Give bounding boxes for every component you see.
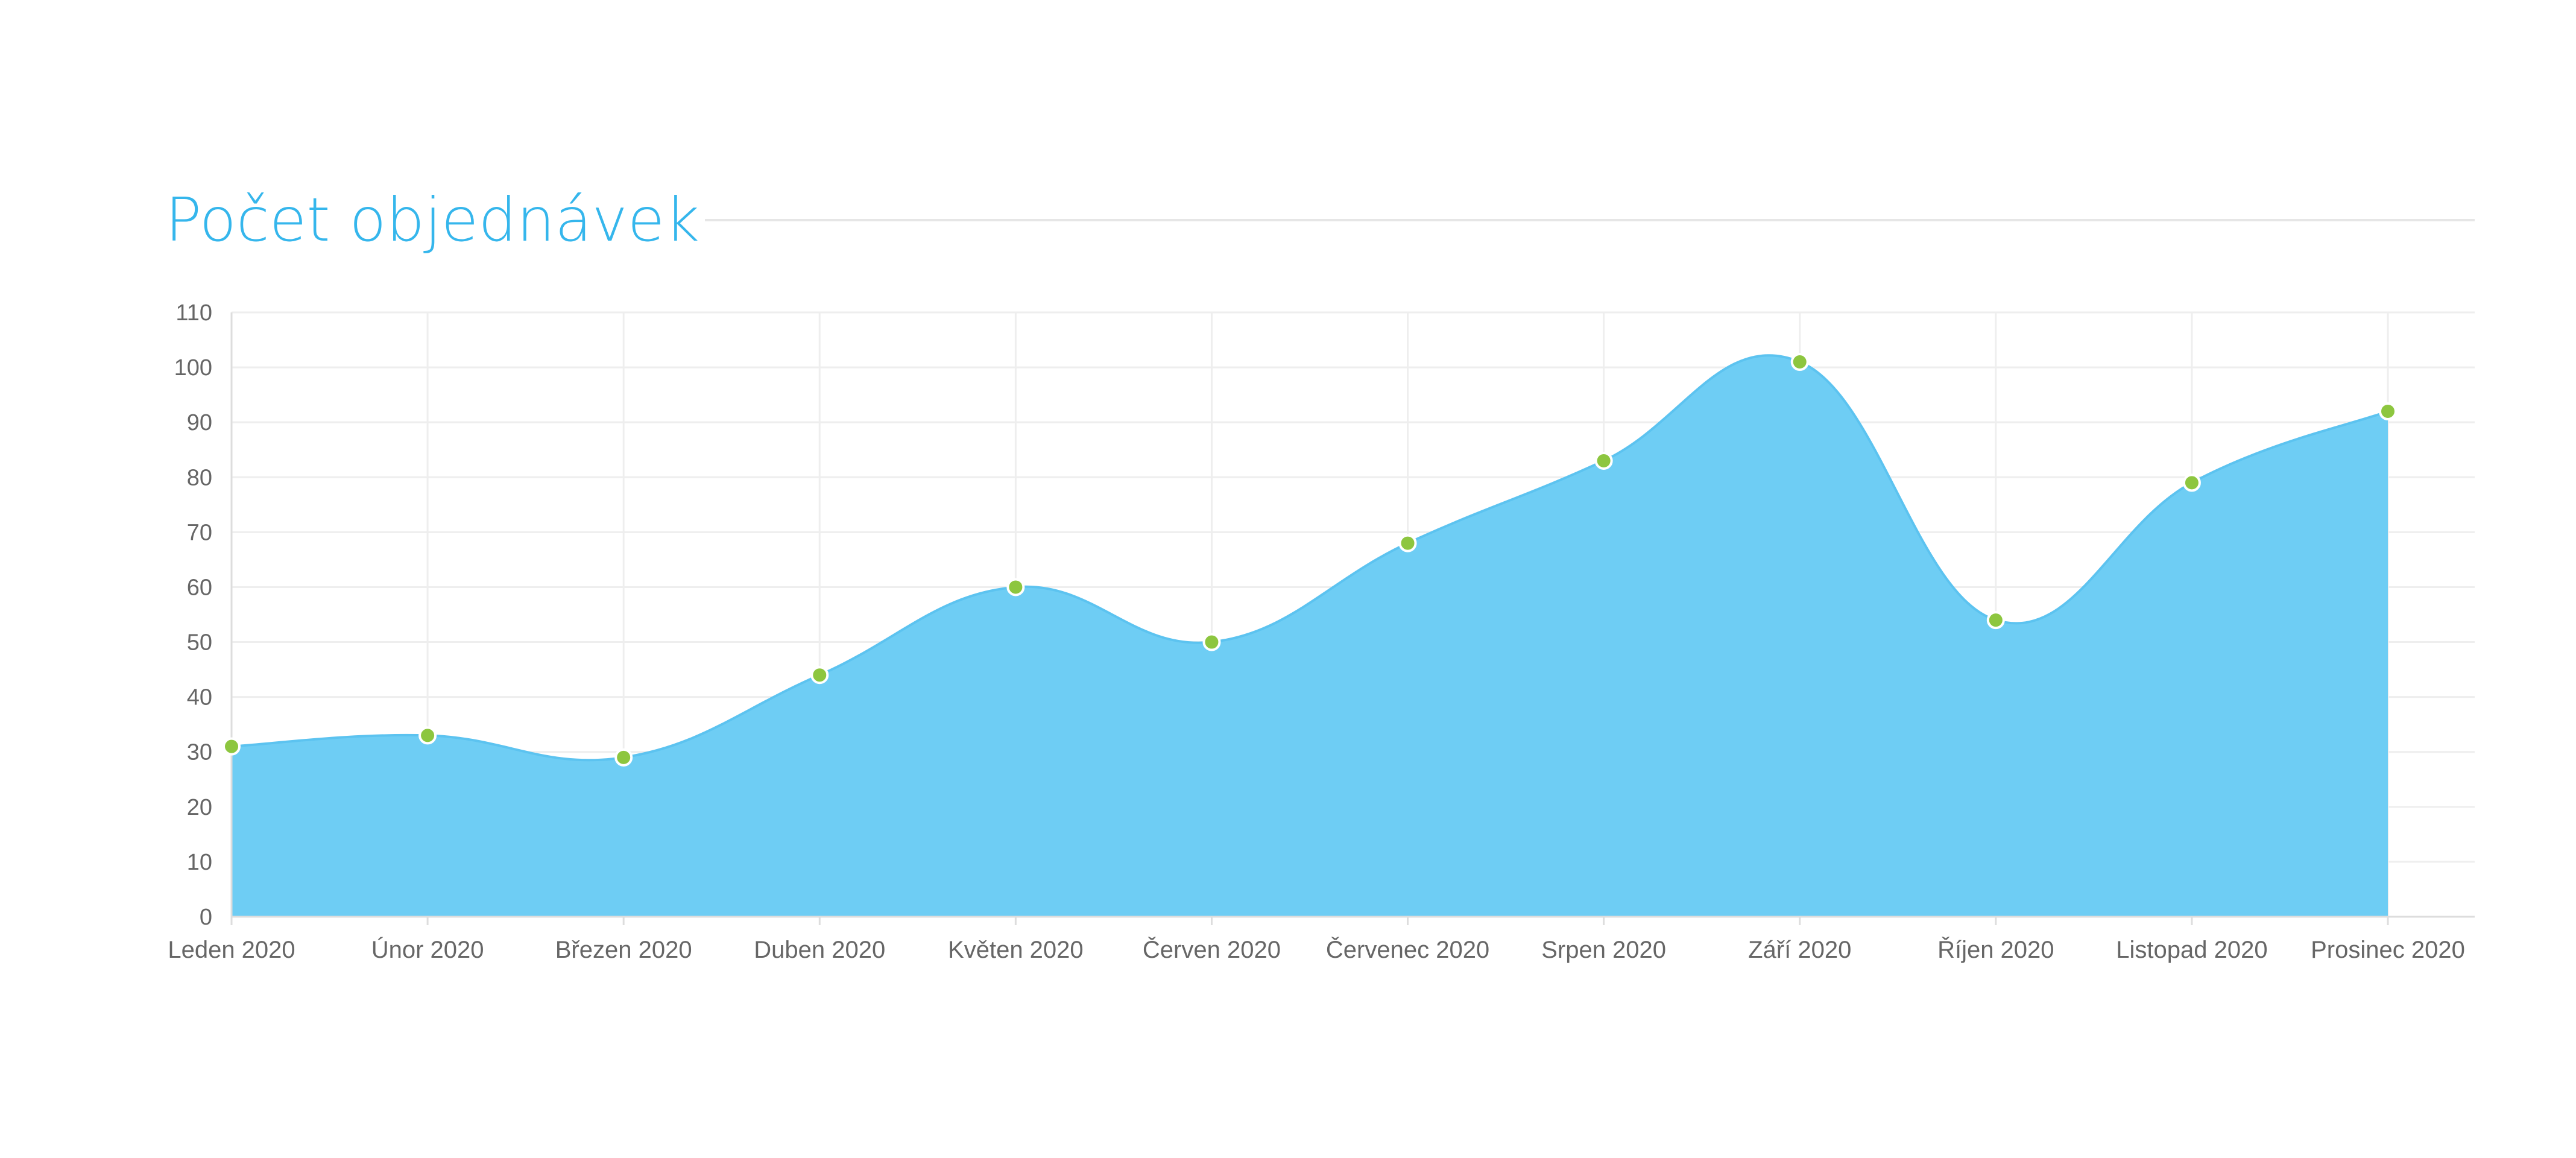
- axis-layer: [230, 312, 2475, 925]
- y-tick-label: 0: [200, 905, 212, 930]
- x-tick-label: Červen 2020: [1143, 936, 1281, 963]
- chart-title: Počet objednávek: [165, 185, 700, 255]
- x-tick-label: Srpen 2020: [1541, 937, 1666, 963]
- data-point: [223, 737, 241, 756]
- series-area: [232, 355, 2388, 917]
- y-tick-label: 80: [187, 465, 212, 490]
- data-point: [2379, 402, 2397, 420]
- x-tick-label: Únor 2020: [371, 936, 484, 963]
- y-tick-label: 90: [187, 410, 212, 435]
- y-tick-label: 30: [187, 740, 212, 765]
- data-point: [1790, 352, 1809, 371]
- y-tick-label: 110: [175, 300, 212, 326]
- y-tick-label: 60: [187, 575, 212, 600]
- data-point: [1202, 633, 1221, 651]
- y-axis-ticks: 0 10 20 30 40 50 60 70 80 90 100 110: [174, 300, 212, 930]
- data-point: [614, 748, 633, 767]
- x-tick-label: Květen 2020: [948, 937, 1084, 963]
- x-tick-label: Říjen 2020: [1937, 936, 2054, 963]
- y-tick-label: 10: [187, 850, 212, 875]
- data-point: [2182, 473, 2201, 492]
- y-tick-label: 100: [174, 355, 212, 381]
- x-axis-ticks: Leden 2020 Únor 2020 Březen 2020 Duben 2020…: [168, 936, 2465, 963]
- y-tick-label: 20: [187, 795, 212, 820]
- x-tick-label: Březen 2020: [555, 937, 692, 963]
- data-point: [418, 726, 437, 745]
- data-point: [1398, 534, 1417, 552]
- x-tick-label: Duben 2020: [754, 937, 885, 963]
- area-layer: [231, 354, 2388, 917]
- point-layer: [223, 352, 2397, 767]
- y-tick-label: 50: [187, 630, 212, 656]
- data-point: [1006, 578, 1025, 596]
- data-point: [810, 666, 829, 685]
- x-tick-label: Leden 2020: [168, 937, 295, 963]
- data-point: [1986, 611, 2005, 630]
- x-tick-label: Červenec 2020: [1326, 936, 1489, 963]
- data-point: [1594, 451, 1613, 470]
- y-tick-label: 70: [187, 520, 212, 545]
- chart-header: Počet objednávek: [165, 181, 2475, 259]
- x-tick-label: Prosinec 2020: [2311, 937, 2465, 963]
- x-tick-label: Listopad 2020: [2116, 937, 2267, 963]
- x-tick-label: Září 2020: [1748, 937, 1851, 963]
- y-tick-label: 40: [187, 685, 212, 710]
- title-divider: [705, 219, 2475, 221]
